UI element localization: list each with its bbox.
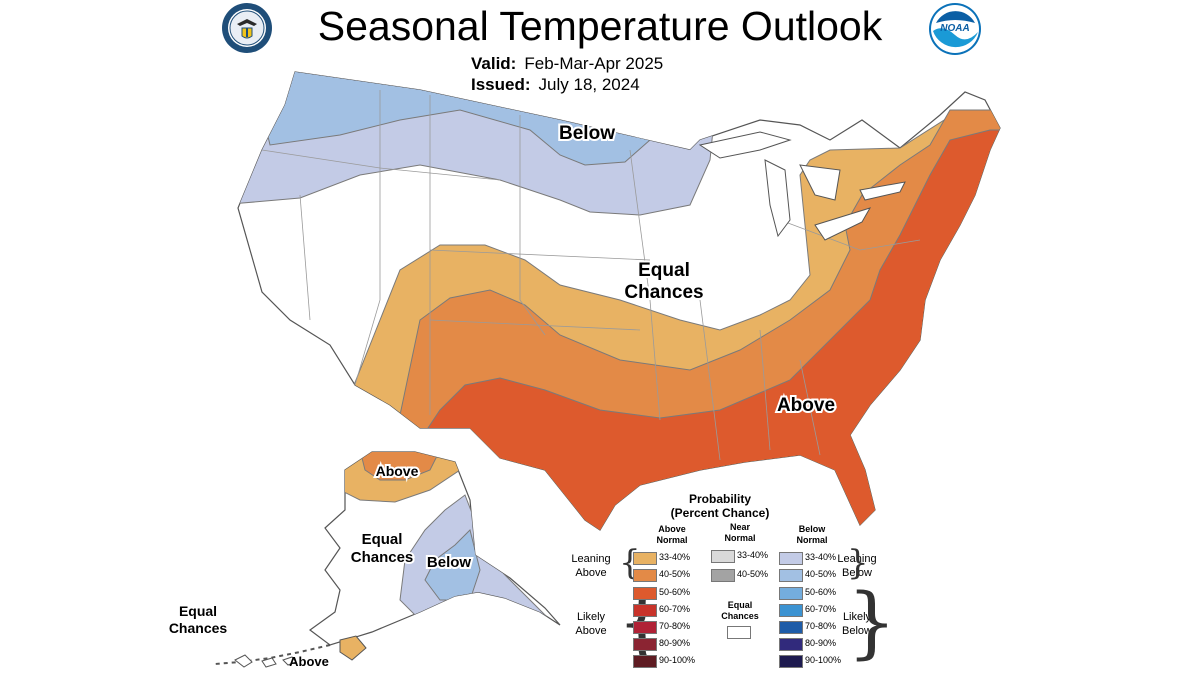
valid-label: Valid: (471, 54, 517, 73)
issued-value: July 18, 2024 (538, 75, 640, 94)
alaska-below-label: Below (427, 554, 472, 571)
alaska-below-40-50 (424, 529, 481, 601)
label-below-80-90: 80-90% (805, 638, 837, 648)
commerce-seal-logo (222, 3, 272, 53)
label-above-70-80: 70-80% (659, 621, 691, 631)
likely-below-1: Likely (842, 611, 872, 623)
valid-value: Feb-Mar-Apr 2025 (524, 54, 664, 73)
label-above-90-100: 90-100% (659, 655, 696, 665)
label-below-70-80: 70-80% (805, 621, 837, 631)
issued-label: Issued: (471, 75, 531, 94)
noaa-text: NOAA (940, 23, 969, 34)
swatch-below-40-50 (779, 569, 803, 582)
col-header-near-2: Normal (724, 533, 756, 543)
swatch-below-80-90 (779, 638, 803, 651)
swatch-below-50-60 (779, 587, 803, 600)
label-above-60-70: 60-70% (659, 604, 691, 614)
hawaii-equal-label-2: Chances (169, 620, 228, 636)
col-header-above-1: Above (658, 524, 686, 534)
label-below-33-40: 33-40% (805, 552, 837, 562)
legend-title-line-1: Probability (688, 492, 751, 506)
label-below-90-100: 90-100% (805, 655, 842, 665)
swatch-above-90-100 (633, 655, 657, 668)
label-above-50-60: 50-60% (659, 587, 691, 597)
leaning-below-label: Leaning Below (827, 552, 887, 580)
swatch-near-33-40 (711, 550, 735, 563)
alaska-above-40-50 (359, 452, 441, 481)
leaning-above-2: Above (575, 567, 607, 579)
swatch-below-70-80 (779, 621, 803, 634)
label-below-40-50: 40-50% (805, 569, 837, 579)
label-below-60-70: 60-70% (805, 604, 837, 614)
col-header-above-2: Normal (656, 535, 688, 545)
alaska-equal-label-1: Equal (362, 531, 403, 548)
conus-equal-label-1: Equal (638, 260, 690, 281)
col-header-below-2: Normal (796, 535, 828, 545)
leaning-above-label: Leaning Above (561, 552, 621, 580)
leaning-below-1: Leaning (837, 553, 877, 565)
label-below-50-60: 50-60% (805, 587, 837, 597)
col-header-near-1: Near (729, 522, 750, 532)
probability-legend: Probability (Percent Chance) Above Norma… (555, 490, 897, 670)
leaning-above-1: Leaning (571, 553, 611, 565)
equal-chances-label: Equal Chances (717, 600, 763, 622)
state-boundaries (261, 90, 921, 461)
likely-above-label: Likely Above (561, 610, 621, 638)
alaska-equal-label-2: Chances (351, 549, 414, 566)
leaning-below-2: Below (842, 567, 872, 579)
col-header-near: Near Normal (715, 522, 765, 544)
great-lakes (698, 131, 906, 241)
swatch-above-33-40 (633, 552, 657, 565)
swatch-above-40-50 (633, 569, 657, 582)
equal-chances-swatch (727, 626, 751, 639)
label-above-33-40: 33-40% (659, 552, 691, 562)
leaning-below-brace: } (847, 543, 869, 583)
valid-line: Valid: Feb-Mar-Apr 2025 (471, 54, 663, 74)
hawaii-above-label: Above (289, 654, 329, 669)
label-above-40-50: 40-50% (659, 569, 691, 579)
col-header-below: Below Normal (787, 524, 837, 546)
likely-below-label: Likely Below (827, 610, 887, 638)
swatch-above-70-80 (633, 621, 657, 634)
noaa-logo: NOAA (929, 3, 981, 55)
conus-equal-label-2: Chances (624, 282, 703, 303)
likely-above-1: Likely (576, 611, 606, 623)
legend-title-line-2: (Percent Chance) (670, 506, 770, 520)
alaska-above-label: Above (376, 463, 419, 479)
label-near-40-50: 40-50% (737, 569, 769, 579)
swatch-near-40-50 (711, 569, 735, 582)
swatch-below-90-100 (779, 655, 803, 668)
conus-above-label: Above (777, 395, 835, 416)
equal-chances-1: Equal (727, 600, 753, 610)
equal-chances-2: Chances (721, 611, 759, 621)
hawaii-above-33-40 (339, 635, 367, 661)
swatch-above-50-60 (633, 587, 657, 600)
swatch-below-33-40 (779, 552, 803, 565)
conus-below-label: Below (559, 123, 615, 144)
page-title: Seasonal Temperature Outlook (317, 3, 883, 49)
issued-line: Issued: July 18, 2024 (471, 75, 640, 95)
hawaii-region (234, 635, 367, 668)
col-header-below-1: Below (798, 524, 826, 534)
likely-below-2: Below (842, 625, 872, 637)
swatch-below-60-70 (779, 604, 803, 617)
col-header-above: Above Normal (647, 524, 697, 546)
label-above-80-90: 80-90% (659, 638, 691, 648)
likely-above-2: Above (575, 625, 607, 637)
swatch-above-80-90 (633, 638, 657, 651)
likely-below-brace: } (847, 578, 897, 668)
legend-title: Probability (Percent Chance) (555, 492, 885, 520)
label-near-33-40: 33-40% (737, 550, 769, 560)
hawaii-equal-label-1: Equal (179, 603, 217, 619)
swatch-above-60-70 (633, 604, 657, 617)
